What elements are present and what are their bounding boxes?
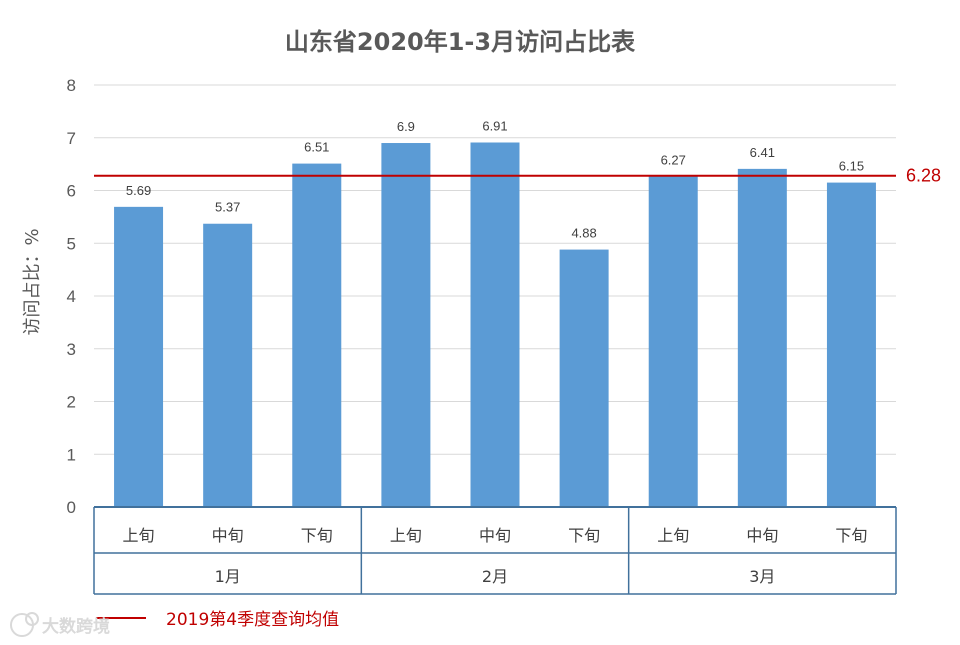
bar — [737, 168, 787, 507]
watermark: 大数跨境 — [10, 612, 110, 637]
y-tick-label: 4 — [67, 287, 76, 306]
y-tick-label: 6 — [67, 182, 76, 201]
watermark-logo-icon — [25, 612, 39, 626]
y-tick-label: 0 — [67, 498, 76, 517]
bar — [470, 142, 520, 507]
chart-title: 山东省2020年1-3月访问占比表 — [285, 28, 636, 56]
reference-line: 6.28 — [94, 166, 941, 186]
data-label: 5.69 — [126, 183, 151, 198]
x-category-label: 上旬 — [390, 526, 422, 545]
x-category-label: 中旬 — [479, 526, 511, 545]
average-line-label: 6.28 — [906, 166, 941, 186]
data-label: 6.9 — [397, 119, 415, 134]
x-group-label: 1月 — [215, 567, 241, 586]
legend: 2019第4季度查询均值 — [96, 610, 339, 630]
x-group-label: 3月 — [749, 567, 775, 586]
x-category-label: 下旬 — [301, 526, 333, 545]
bar — [826, 182, 876, 507]
x-group-label: 2月 — [482, 567, 508, 586]
bar — [292, 163, 342, 507]
data-label: 6.41 — [750, 145, 775, 160]
data-label: 6.27 — [661, 152, 686, 167]
data-label: 4.88 — [571, 226, 596, 241]
x-category-label: 上旬 — [657, 526, 689, 545]
x-category-label: 下旬 — [568, 526, 600, 545]
bar — [203, 223, 253, 508]
bar — [381, 143, 431, 507]
x-category-label: 中旬 — [212, 526, 244, 545]
y-tick-label: 7 — [67, 129, 76, 148]
data-labels: 5.69 5.37 6.51 6.9 6.91 4.88 6.27 6.41 6.15 — [126, 118, 864, 240]
x-category-label: 上旬 — [123, 526, 155, 545]
y-axis-ticks: 0 1 2 3 4 5 6 7 8 — [67, 76, 76, 517]
data-label: 6.51 — [304, 140, 329, 155]
y-tick-label: 2 — [67, 393, 76, 412]
data-label: 5.37 — [215, 200, 240, 215]
y-tick-label: 3 — [67, 340, 76, 359]
x-category-label: 下旬 — [835, 526, 867, 545]
bar — [559, 249, 609, 507]
bars — [114, 142, 876, 508]
bar — [648, 176, 698, 507]
y-tick-label: 1 — [67, 445, 76, 464]
y-tick-label: 5 — [67, 234, 76, 253]
data-label: 6.15 — [839, 159, 864, 174]
x-category-label: 中旬 — [746, 526, 778, 545]
legend-label: 2019第4季度查询均值 — [166, 610, 339, 630]
data-label: 6.91 — [482, 118, 507, 133]
watermark-text: 大数跨境 — [42, 616, 110, 637]
bar — [114, 206, 164, 508]
x-axis-table: 上旬 中旬 下旬 上旬 中旬 下旬 上旬 中旬 下旬 1月 2月 3月 — [93, 506, 897, 595]
y-tick-label: 8 — [67, 76, 76, 95]
y-axis-label: 访问占比：% — [22, 228, 43, 335]
